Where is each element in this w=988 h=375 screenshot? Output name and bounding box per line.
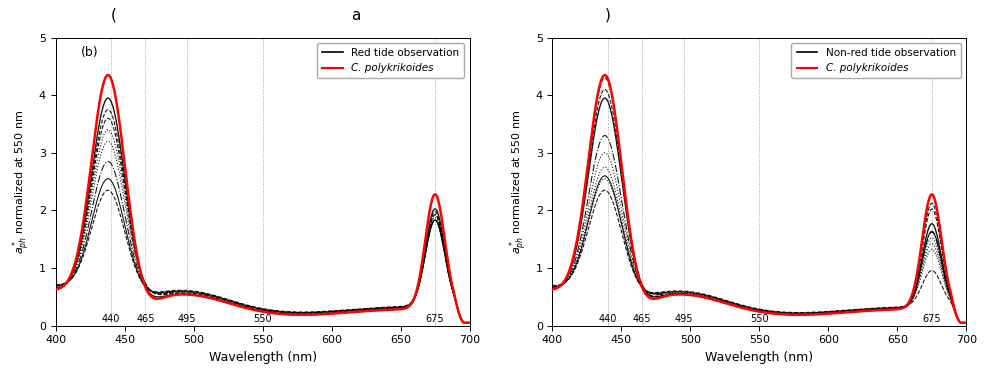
Text: 550: 550: [750, 314, 769, 324]
Text: 440: 440: [599, 314, 617, 324]
Legend: Non-red tide observation, C. polykrikoides: Non-red tide observation, C. polykrikoid…: [791, 43, 961, 78]
Text: (: (: [111, 8, 117, 22]
Text: 550: 550: [253, 314, 272, 324]
Y-axis label: $a^*_{ph}$ normalized at 550 nm: $a^*_{ph}$ normalized at 550 nm: [508, 110, 531, 254]
Legend: Red tide observation, C. polykrikoides: Red tide observation, C. polykrikoides: [316, 43, 464, 78]
Text: 495: 495: [178, 314, 196, 324]
X-axis label: Wavelength (nm): Wavelength (nm): [208, 351, 317, 364]
Text: a: a: [351, 8, 361, 22]
Text: 465: 465: [633, 314, 651, 324]
X-axis label: Wavelength (nm): Wavelength (nm): [705, 351, 813, 364]
Y-axis label: $a^*_{ph}$ normalized at 550 nm: $a^*_{ph}$ normalized at 550 nm: [11, 110, 34, 254]
Text: (b): (b): [81, 46, 98, 59]
Text: ): ): [605, 8, 611, 22]
Text: 675: 675: [923, 314, 942, 324]
Text: 465: 465: [136, 314, 155, 324]
Text: 495: 495: [674, 314, 693, 324]
Text: 675: 675: [426, 314, 445, 324]
Text: 440: 440: [102, 314, 121, 324]
